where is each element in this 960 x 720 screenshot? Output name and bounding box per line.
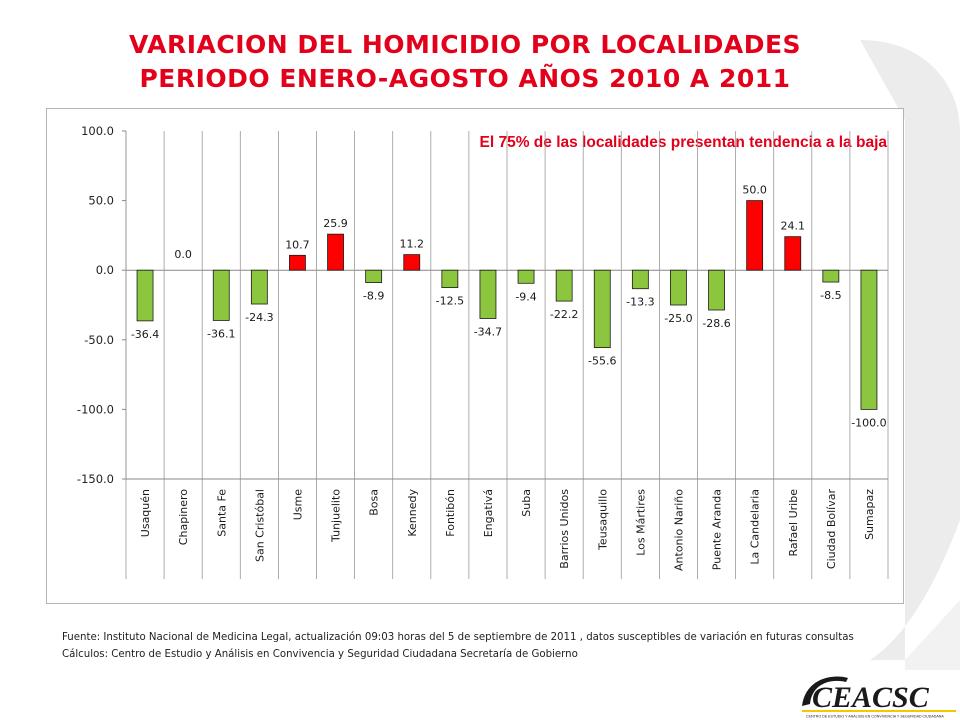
bar bbox=[555, 269, 573, 302]
category-label: Sumapaz bbox=[863, 489, 876, 540]
ceacsc-logo: CEACSC CENTRO DE ESTUDIO Y ANÁLISIS EN C… bbox=[796, 670, 960, 720]
data-label: 11.2 bbox=[400, 238, 425, 251]
data-label: -24.3 bbox=[245, 311, 273, 324]
logo-underline bbox=[802, 710, 956, 712]
data-label: 10.7 bbox=[285, 238, 310, 251]
data-label: -8.9 bbox=[363, 290, 384, 303]
data-label: -25.0 bbox=[664, 312, 692, 325]
bar bbox=[708, 269, 725, 311]
title-line-2: PERIODO ENERO-AGOSTO AÑOS 2010 A 2011 bbox=[139, 64, 791, 93]
data-label: 24.1 bbox=[781, 220, 806, 233]
data-label: -36.1 bbox=[207, 327, 235, 340]
bar bbox=[860, 269, 878, 410]
bar bbox=[403, 254, 421, 271]
labels-layer: -36.4 Usaquén 0.0 Chapinero -36.1 Santa Fe -24… bbox=[131, 184, 887, 571]
y-tick-label: 100.0 bbox=[81, 124, 114, 138]
logo-subtext: CENTRO DE ESTUDIO Y ANÁLISIS EN CONVIVEN… bbox=[806, 715, 944, 719]
y-tick-label: 50.0 bbox=[88, 194, 114, 208]
chart-area: El 75% de las localidades presentan tend… bbox=[46, 108, 904, 604]
bar bbox=[327, 233, 344, 271]
category-label: Teusaquillo bbox=[596, 489, 609, 551]
y-tick-label: 0.0 bbox=[96, 263, 114, 277]
data-label: -8.5 bbox=[820, 289, 841, 302]
logo-swoosh bbox=[802, 676, 848, 706]
y-tick-label: -100.0 bbox=[77, 402, 114, 416]
bars-layer bbox=[136, 200, 878, 410]
bar bbox=[479, 269, 497, 319]
category-label: Antonio Nariño bbox=[672, 489, 685, 571]
bar bbox=[593, 269, 611, 348]
chart-annotation: El 75% de las localidades presentan tend… bbox=[480, 134, 888, 151]
category-label: Ciudad Bolívar bbox=[825, 489, 838, 570]
footer-source: Fuente: Instituto Nacional de Medicina L… bbox=[62, 632, 854, 643]
data-label: -22.2 bbox=[550, 308, 578, 321]
category-label: Usaquén bbox=[139, 489, 152, 537]
data-label: -55.6 bbox=[588, 355, 616, 368]
bar-chart: El 75% de las localidades presentan tend… bbox=[77, 124, 889, 579]
bar bbox=[631, 269, 649, 290]
category-label: Usme bbox=[291, 489, 304, 520]
bar bbox=[670, 269, 687, 306]
data-label: -12.5 bbox=[436, 295, 464, 308]
category-label: Puente Aranda bbox=[711, 489, 724, 570]
bar bbox=[822, 269, 840, 283]
category-label: Santa Fe bbox=[215, 489, 228, 537]
data-label: -28.6 bbox=[702, 317, 730, 330]
y-tick-label: -150.0 bbox=[77, 472, 114, 486]
bar bbox=[517, 269, 535, 284]
data-label: -34.7 bbox=[474, 326, 502, 339]
data-label: -9.4 bbox=[515, 290, 536, 303]
category-label: Suba bbox=[520, 489, 533, 517]
page-title: VARIACION DEL HOMICIDIO POR LOCALIDADES … bbox=[0, 28, 930, 96]
bar bbox=[365, 269, 383, 283]
category-label: La Candelaria bbox=[749, 489, 762, 565]
bar bbox=[784, 236, 802, 271]
data-label: 50.0 bbox=[742, 184, 767, 197]
category-label: Fontibón bbox=[444, 489, 457, 537]
axis-layer: 100.0 50.0 0.0 -50.0 -100.0 -150.0 bbox=[77, 124, 889, 579]
category-label: Los Mártires bbox=[634, 489, 647, 556]
data-label: -13.3 bbox=[626, 296, 654, 309]
bar bbox=[441, 269, 459, 288]
category-label: Barrios Unidos bbox=[558, 489, 571, 569]
category-label: San Cristóbal bbox=[253, 489, 266, 562]
bar bbox=[136, 269, 154, 322]
category-label: Chapinero bbox=[177, 489, 190, 545]
footer-notes: Fuente: Instituto Nacional de Medicina L… bbox=[62, 629, 854, 663]
bar bbox=[212, 269, 230, 321]
title-line-1: VARIACION DEL HOMICIDIO POR LOCALIDADES bbox=[128, 30, 802, 59]
logo-wordmark: CEACSC bbox=[812, 681, 930, 714]
bar bbox=[289, 254, 306, 271]
bar bbox=[250, 269, 268, 305]
category-label: Tunjuelito bbox=[330, 489, 343, 543]
background-arc-shape bbox=[860, 40, 960, 660]
data-label: -100.0 bbox=[851, 416, 886, 429]
y-tick-label: -50.0 bbox=[84, 333, 114, 347]
data-label: -36.4 bbox=[131, 328, 159, 341]
category-label: Bosa bbox=[368, 489, 381, 516]
footer-calculations: Cálculos: Centro de Estudio y Análisis e… bbox=[62, 649, 578, 660]
category-label: Rafael Uribe bbox=[787, 489, 800, 557]
bar bbox=[746, 200, 764, 271]
data-label: 25.9 bbox=[323, 217, 348, 230]
data-label: 0.0 bbox=[174, 248, 192, 261]
category-label: Engativá bbox=[482, 489, 495, 537]
category-label: Kennedy bbox=[406, 489, 419, 537]
background-corner-shape bbox=[905, 600, 960, 690]
